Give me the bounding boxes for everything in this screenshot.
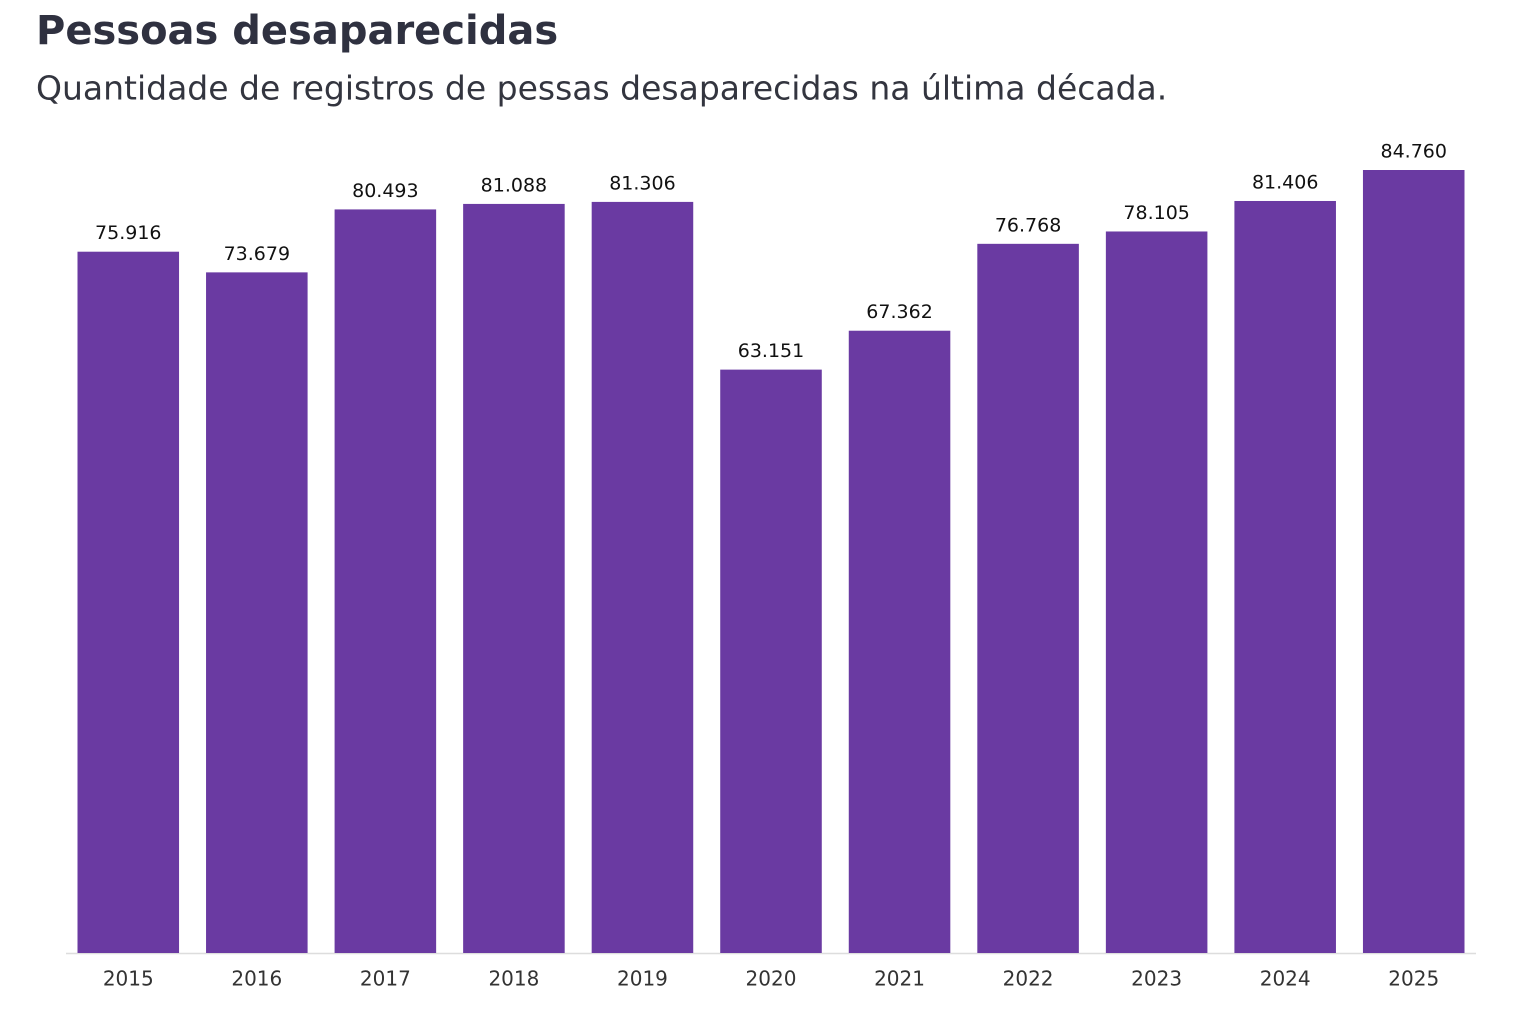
value-label: 78.105 <box>1123 202 1189 224</box>
value-label: 63.151 <box>738 340 804 362</box>
chart-title: Pessoas desaparecidas <box>36 8 558 54</box>
bar <box>206 272 308 953</box>
value-label: 76.768 <box>995 214 1061 236</box>
x-tick-label: 2024 <box>1260 967 1311 991</box>
chart-subtitle: Quantidade de registros de pessas desapa… <box>36 69 1167 108</box>
x-tick-label: 2020 <box>746 967 797 991</box>
x-tick-label: 2025 <box>1388 967 1439 991</box>
x-tick-label: 2021 <box>874 967 925 991</box>
value-label: 67.362 <box>866 301 932 323</box>
bar <box>848 330 951 953</box>
x-tick-label: 2018 <box>488 967 539 991</box>
value-label: 75.916 <box>95 222 161 244</box>
value-label: 81.306 <box>609 172 675 194</box>
x-tick-label: 2022 <box>1003 967 1054 991</box>
bar <box>591 201 694 953</box>
bar <box>463 203 565 953</box>
x-tick-label: 2016 <box>231 967 282 991</box>
x-tick-label: 2017 <box>360 967 411 991</box>
bar <box>1362 170 1465 953</box>
value-label: 80.493 <box>352 180 418 202</box>
value-label: 81.088 <box>481 174 547 196</box>
x-tick-label: 2019 <box>617 967 668 991</box>
x-tick-label: 2015 <box>103 967 154 991</box>
bar <box>1234 200 1336 953</box>
bar <box>977 243 1079 954</box>
bar <box>334 209 437 953</box>
value-label: 73.679 <box>224 243 290 265</box>
bar <box>77 251 180 953</box>
value-label: 81.406 <box>1252 171 1318 193</box>
bar <box>720 369 822 953</box>
value-label: 84.760 <box>1380 141 1446 163</box>
x-tick-label: 2023 <box>1131 967 1182 991</box>
bar <box>1105 231 1208 953</box>
